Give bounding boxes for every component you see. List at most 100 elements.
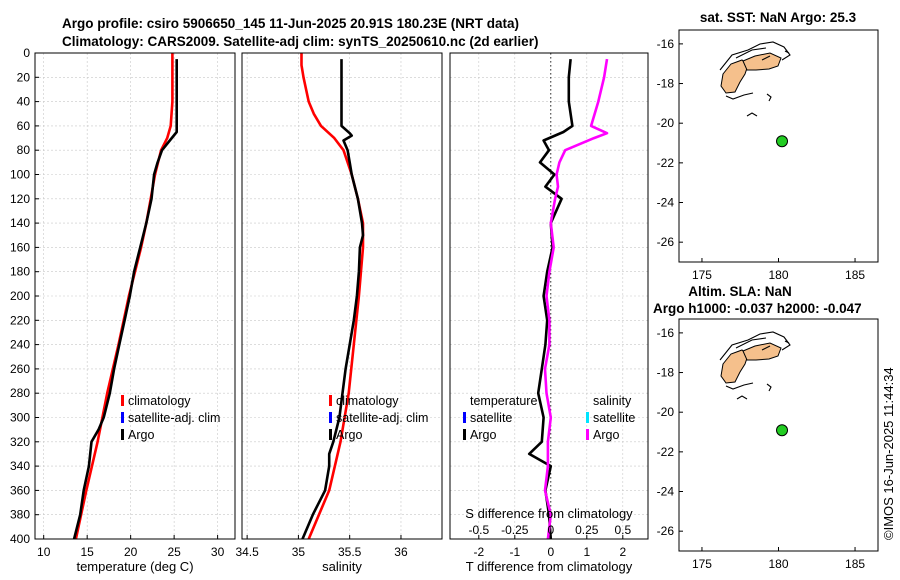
series-line-argo xyxy=(301,59,365,540)
imos-timestamp-watermark: ©IMOS 16-Jun-2025 11:44:34 xyxy=(881,367,896,540)
float-location-marker-sla xyxy=(776,424,789,437)
sla-map-subtitle: Argo h1000: -0.037 h2000: -0.047 xyxy=(653,301,862,316)
map-x-tick-label: 175 xyxy=(692,557,712,571)
y-tick-label: 40 xyxy=(17,95,31,109)
map-y-tick-label: -24 xyxy=(657,485,675,499)
map-y-tick-label: -22 xyxy=(657,445,675,459)
tdiff-legend-label: temperature xyxy=(470,394,537,408)
temp-legend-label: climatology xyxy=(128,394,191,408)
y-tick-label: 260 xyxy=(10,362,30,376)
x-tick-label: 34.5 xyxy=(235,545,259,559)
y-tick-label: 360 xyxy=(10,483,30,497)
map-y-tick-label: -26 xyxy=(657,235,675,249)
map-x-tick-label: 180 xyxy=(768,557,788,571)
fiji-islands-1 xyxy=(719,41,791,117)
y-tick-label: 220 xyxy=(10,313,30,327)
x-axis-label: temperature (deg C) xyxy=(76,559,193,574)
x-tick-label: -1 xyxy=(509,545,520,559)
y-tick-label: 80 xyxy=(17,143,31,157)
x-axis-label: T difference from climatology xyxy=(466,559,633,574)
s-diff-tick-label: 0.25 xyxy=(575,523,599,537)
s-diff-tick-label: 0 xyxy=(547,523,554,537)
y-tick-label: 340 xyxy=(10,459,30,473)
sdiff-legend-label: Argo xyxy=(593,428,619,442)
map-y-tick-label: -18 xyxy=(657,77,675,91)
sal-legend-label: satellite-adj. clim xyxy=(336,411,428,425)
temp-legend-swatch xyxy=(121,395,124,406)
map-y-tick-label: -20 xyxy=(657,116,675,130)
y-tick-label: 140 xyxy=(10,216,30,230)
s-diff-tick-label: -0.25 xyxy=(501,523,529,537)
series-line-argo xyxy=(72,59,178,540)
sal-legend-label: Argo xyxy=(336,428,362,442)
figure-title-line1: Argo profile: csiro 5906650_145 11-Jun-2… xyxy=(62,16,519,31)
map-y-tick-label: -16 xyxy=(657,37,675,51)
y-tick-label: 300 xyxy=(10,411,30,425)
tdiff-legend-label: Argo xyxy=(470,428,496,442)
y-tick-label: 380 xyxy=(10,508,30,522)
plot-frame xyxy=(241,52,443,540)
s-diff-tick-label: -0.5 xyxy=(468,523,489,537)
y-tick-label: 60 xyxy=(17,119,31,133)
map-x-tick-label: 180 xyxy=(768,268,788,282)
temp-legend-swatch xyxy=(121,429,124,440)
x-tick-label: 15 xyxy=(80,545,94,559)
series-line-temperature-difference-argo- xyxy=(527,58,574,540)
map-x-tick-label: 175 xyxy=(692,268,712,282)
y-tick-label: 200 xyxy=(10,289,30,303)
map-y-tick-label: -18 xyxy=(657,366,675,380)
fiji-islands-2 xyxy=(719,331,791,400)
y-tick-label: 400 xyxy=(10,532,30,546)
x-tick-label: 30 xyxy=(211,545,225,559)
series-line-salinity-difference-argo- xyxy=(543,58,609,540)
x-tick-label: 25 xyxy=(167,545,181,559)
sal-legend-swatch xyxy=(329,429,332,440)
s-diff-tick-label: 0.5 xyxy=(614,523,631,537)
sla-map-title: Altim. SLA: NaN xyxy=(688,284,792,299)
y-tick-label: 320 xyxy=(10,435,30,449)
x-tick-label: 20 xyxy=(124,545,138,559)
figure-title-line2: Climatology: CARS2009. Satellite-adj cli… xyxy=(62,34,538,49)
map-y-tick-label: -26 xyxy=(657,524,675,538)
y-tick-label: 120 xyxy=(10,192,30,206)
map-y-tick-label: -24 xyxy=(657,196,675,210)
map-y-tick-label: -20 xyxy=(657,405,675,419)
map-y-tick-label: -16 xyxy=(657,326,675,340)
y-tick-label: 240 xyxy=(10,338,30,352)
plot-frame xyxy=(449,52,649,540)
sdiff-legend-swatch xyxy=(586,412,589,423)
temp-legend-label: Argo xyxy=(128,428,154,442)
s-diff-axis-label: S difference from climatology xyxy=(465,506,633,521)
map-x-tick-label: 185 xyxy=(845,557,865,571)
y-tick-label: 180 xyxy=(10,265,30,279)
x-tick-label: 35 xyxy=(292,545,306,559)
x-tick-label: -2 xyxy=(473,545,484,559)
sdiff-legend-label: salinity xyxy=(593,394,632,408)
sal-legend-swatch xyxy=(329,412,332,423)
sdiff-legend-swatch xyxy=(586,429,589,440)
x-tick-label: 1 xyxy=(583,545,590,559)
x-tick-label: 10 xyxy=(37,545,51,559)
tdiff-legend-swatch xyxy=(463,429,466,440)
y-tick-label: 0 xyxy=(23,46,30,60)
sst-map-title: sat. SST: NaN Argo: 25.3 xyxy=(700,10,857,25)
map-y-tick-label: -22 xyxy=(657,156,675,170)
sla-map-panel: Altim. SLA: NaN Argo h1000: -0.037 h2000… xyxy=(653,284,879,571)
x-axis-label: salinity xyxy=(322,559,362,574)
float-location-marker-sst xyxy=(776,135,789,148)
map-x-tick-label: 185 xyxy=(845,268,865,282)
salinity-panel: 34.5 35 35.5 36 salinity climatology satellite… xyxy=(235,52,443,574)
tdiff-legend-swatch xyxy=(463,412,466,423)
x-tick-label: 2 xyxy=(619,545,626,559)
y-tick-label: 20 xyxy=(17,70,31,84)
temp-legend-swatch xyxy=(121,412,124,423)
y-tick-label: 160 xyxy=(10,240,30,254)
tdiff-legend-label: satellite xyxy=(470,411,512,425)
x-tick-label: 0 xyxy=(547,545,554,559)
sal-legend-label: climatology xyxy=(336,394,399,408)
sdiff-legend-label: satellite xyxy=(593,411,635,425)
sst-map-panel: sat. SST: NaN Argo: 25.3 175 180 185 -16 -18… xyxy=(657,10,879,282)
temp-legend-label: satellite-adj. clim xyxy=(128,411,220,425)
difference-panel: -2 -1 0 1 2T difference from climatology S di… xyxy=(449,52,649,574)
